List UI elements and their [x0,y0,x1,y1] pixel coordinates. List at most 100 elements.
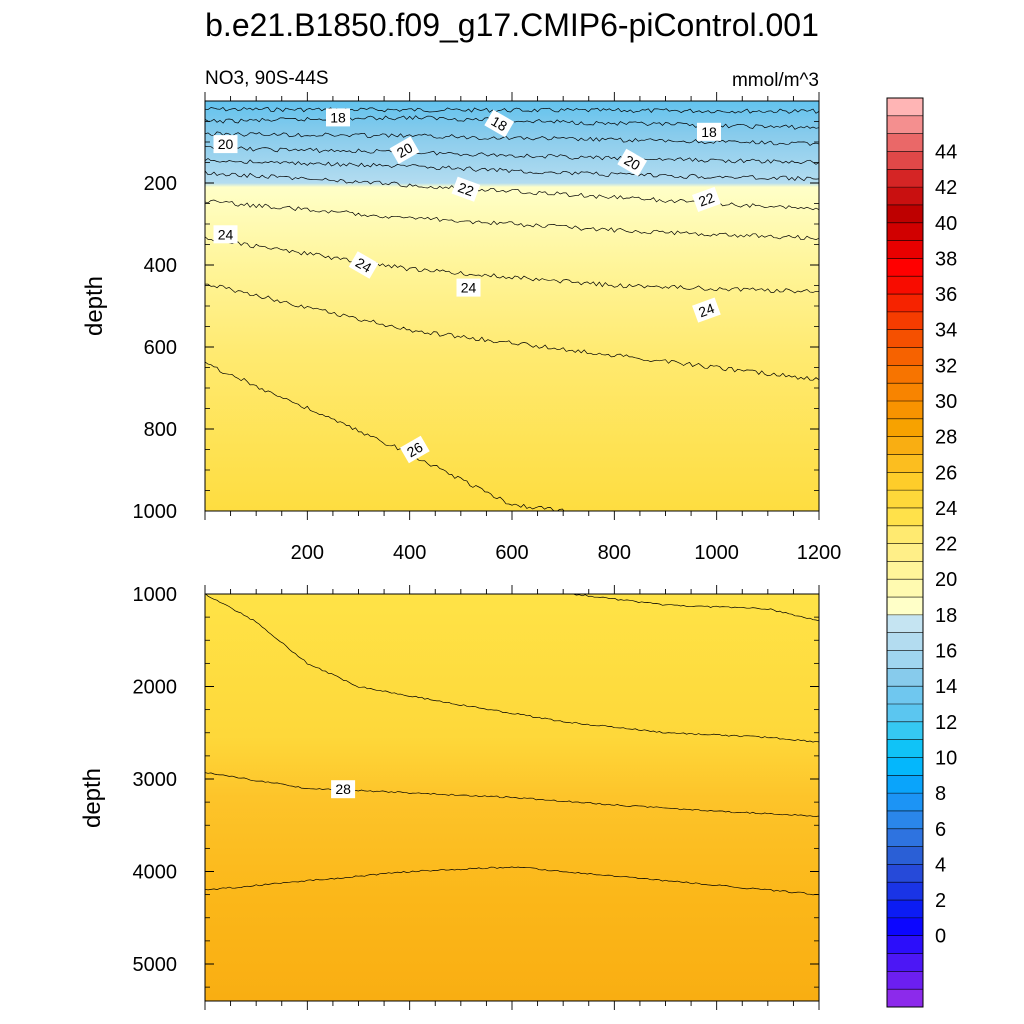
colorbar-box [887,828,923,847]
colorbar-box [887,436,923,455]
colorbar-box [887,418,923,437]
contour-label: 24 [213,225,238,244]
colorbar-box [887,846,923,865]
contour-label: 18 [484,109,515,138]
y-tick-label: 2000 [133,677,178,699]
colorbar-tick-label: 10 [935,748,957,770]
colorbar-box [887,864,923,883]
contour-label-text: 18 [488,113,510,135]
colorbar-tick-label: 8 [935,783,946,805]
colorbar-box [887,597,923,616]
colorbar-tick-label: 18 [935,605,957,627]
contour-label: 20 [617,148,648,177]
colorbar-tick-label: 0 [935,926,946,948]
colorbar-box [887,989,923,1008]
contour-label: 28 [331,780,356,799]
colorbar-box [887,543,923,562]
contour-line-22 [205,199,819,241]
contour-line-20 [205,158,819,182]
upper-panel: 18 18 18 20 20 20 22 22 24 24 24 24 26 200 400 600 800 1… [81,92,841,564]
colorbar-box [887,632,923,651]
colorbar-box [887,900,923,919]
colorbar-tick-label: 12 [935,712,957,734]
x-tick-label: 400 [393,542,426,564]
contour-line-26 [573,594,819,622]
contour-label: 20 [389,136,420,164]
colorbar-box [887,347,923,366]
contour-label-text: 24 [353,254,375,276]
contour-label-text: 20 [394,139,416,161]
colorbar: 0246810121416182022242628303234363840424… [886,97,957,1008]
contour-line-27 [205,594,819,743]
x-tick-label: 1000 [694,542,739,564]
colorbar-tick-label: 16 [935,641,957,663]
colorbar-box [887,579,923,598]
colorbar-box [887,775,923,794]
contour-label: 22 [451,176,481,202]
contour-label: 18 [697,122,721,141]
colorbar-box [887,650,923,669]
colorbar-box [887,133,923,152]
colorbar-box [887,472,923,491]
subtitle-variable: NO3, 90S-44S [205,68,329,89]
colorbar-tick-label: 30 [935,391,957,413]
colorbar-box [887,151,923,170]
colorbar-box [887,953,923,972]
colorbar-tick-label: 6 [935,819,946,841]
x-tick-label: 200 [291,542,324,564]
colorbar-box [887,401,923,420]
subtitle-units: mmol/m^3 [732,70,819,91]
chart-title: b.e21.B1850.f09_g17.CMIP6-piControl.001 [205,7,819,43]
colorbar-box [887,757,923,776]
colorbar-box [887,311,923,330]
colorbar-box [887,793,923,812]
colorbar-tick-label: 40 [935,213,957,235]
contour-label-text: 20 [218,136,234,152]
x-tick-label: 800 [598,542,631,564]
colorbar-box [887,704,923,723]
colorbar-box [887,490,923,509]
contour-label: 18 [326,108,350,127]
contour-label: 20 [213,135,238,154]
contour-label-text: 22 [456,179,476,199]
contour-label: 24 [692,297,721,323]
colorbar-box [887,98,923,117]
colorbar-box [887,276,923,295]
colorbar-tick-label: 38 [935,248,957,270]
lower-ylabel: depth [79,768,106,828]
y-tick-label: 400 [144,255,177,277]
colorbar-tick-label: 24 [935,498,957,520]
x-tick-label: 600 [495,542,528,564]
colorbar-box [887,222,923,241]
contour-label-text: 18 [701,124,717,140]
y-tick-label: 5000 [133,954,178,976]
colorbar-box [887,294,923,313]
contour-label-text: 20 [621,152,643,174]
contour-label-text: 24 [461,280,477,296]
colorbar-tick-label: 28 [935,427,957,449]
colorbar-tick-label: 2 [935,890,946,912]
colorbar-box [887,383,923,402]
y-tick-label: 3000 [133,769,178,791]
colorbar-box [887,454,923,473]
colorbar-box [887,935,923,954]
contour-line-28 [205,772,819,817]
colorbar-tick-label: 36 [935,284,957,306]
colorbar-box [887,917,923,936]
y-tick-label: 1000 [133,584,178,606]
colorbar-box [887,882,923,901]
contour-label-text: 26 [404,439,426,461]
y-tick-label: 600 [144,337,177,359]
y-tick-label: 200 [144,173,177,195]
contour-label: 24 [348,251,379,279]
contour-line-20 [205,145,819,165]
colorbar-tick-label: 20 [935,569,957,591]
colorbar-box [887,971,923,990]
colorbar-box [887,329,923,348]
colorbar-box [887,614,923,633]
colorbar-tick-label: 34 [935,320,957,342]
colorbar-frame [886,97,924,1008]
contour-line-25 [205,361,569,511]
contour-label: 26 [399,435,430,464]
